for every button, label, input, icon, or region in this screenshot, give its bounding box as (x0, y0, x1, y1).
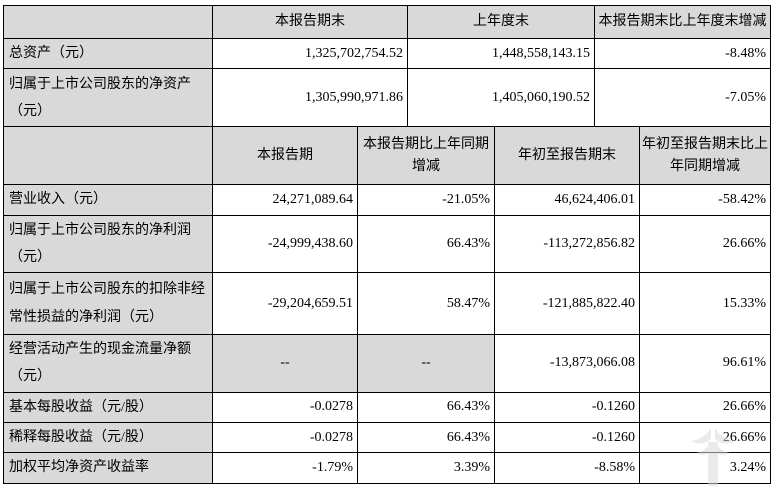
value-cell: 26.66% (639, 422, 771, 454)
value-cell: 3.39% (357, 452, 495, 484)
not-applicable-cell: -- (357, 334, 495, 393)
header-corner-cell (3, 5, 213, 39)
balance-summary-table: 本报告期末 上年度末 本报告期末比上年度末增减 总资产（元） 1,325,702,754… (3, 5, 771, 128)
value-cell: 46,624,406.01 (494, 184, 640, 216)
table-row: 归属于上市公司股东的净资产（元） 1,305,990,971.86 1,405,06… (3, 68, 771, 128)
header-corner-cell (3, 126, 213, 186)
header-row: 本报告期 本报告期比上年同期增减 年初至报告期末 年初至报告期末比上年同期增减 (3, 126, 771, 186)
row-label-cell: 加权平均净资产收益率 (3, 452, 213, 484)
column-header-cell: 本报告期 (212, 126, 358, 186)
value-cell: -8.58% (494, 452, 640, 484)
column-header-cell: 年初至报告期末 (494, 126, 640, 186)
value-cell: -0.0278 (212, 422, 358, 454)
value-cell: -0.0278 (212, 391, 358, 424)
value-cell: -58.42% (639, 184, 771, 216)
value-cell: 24,271,089.64 (212, 184, 358, 216)
value-cell: 66.43% (357, 422, 495, 454)
row-label-cell: 稀释每股收益（元/股） (3, 422, 213, 454)
not-applicable-cell: -- (212, 334, 358, 393)
value-cell: -1.79% (212, 452, 358, 484)
value-cell: 3.24% (639, 452, 771, 484)
row-label-cell: 营业收入（元） (3, 184, 213, 216)
table-row: 归属于上市公司股东的净利润（元） -24,999,438.60 66.43% -113… (3, 214, 771, 274)
row-label-cell: 基本每股收益（元/股） (3, 391, 213, 424)
value-cell: -13,873,066.08 (494, 334, 640, 393)
column-header-cell: 本报告期末比上年度末增减 (594, 5, 771, 39)
value-cell: -8.48% (594, 37, 771, 70)
value-cell: -0.1260 (494, 391, 640, 424)
value-cell: -121,885,822.40 (494, 272, 640, 336)
table-row: 总资产（元） 1,325,702,754.52 1,448,558,143.15 -8… (3, 37, 771, 70)
column-header-cell: 本报告期末 (212, 5, 408, 39)
value-cell: -113,272,856.82 (494, 214, 640, 274)
row-label-cell: 经营活动产生的现金流量净额（元） (3, 334, 213, 393)
row-label-cell: 总资产（元） (3, 37, 213, 70)
row-label-cell: 归属于上市公司股东的扣除非经常性损益的净利润（元） (3, 272, 213, 336)
value-cell: 96.61% (639, 334, 771, 393)
value-cell: 66.43% (357, 391, 495, 424)
value-cell: -0.1260 (494, 422, 640, 454)
value-cell: -24,999,438.60 (212, 214, 358, 274)
table-row: 加权平均净资产收益率 -1.79% 3.39% -8.58% 3.24% (3, 452, 771, 484)
table-row: 营业收入（元） 24,271,089.64 -21.05% 46,624,406.01… (3, 184, 771, 216)
value-cell: 1,325,702,754.52 (212, 37, 408, 70)
table-row: 稀释每股收益（元/股） -0.0278 66.43% -0.1260 26.66% (3, 422, 771, 454)
table-row: 基本每股收益（元/股） -0.0278 66.43% -0.1260 26.66% (3, 391, 771, 424)
value-cell: -7.05% (594, 68, 771, 128)
table-row: 归属于上市公司股东的扣除非经常性损益的净利润（元） -29,204,659.51 5… (3, 272, 771, 336)
value-cell: 1,305,990,971.86 (212, 68, 408, 128)
value-cell: 66.43% (357, 214, 495, 274)
value-cell: 1,405,060,190.52 (407, 68, 595, 128)
value-cell: 1,448,558,143.15 (407, 37, 595, 70)
income-summary-table: 本报告期 本报告期比上年同期增减 年初至报告期末 年初至报告期末比上年同期增减 营业收入… (3, 126, 771, 484)
value-cell: -21.05% (357, 184, 495, 216)
value-cell: -29,204,659.51 (212, 272, 358, 336)
value-cell: 15.33% (639, 272, 771, 336)
table-row: 经营活动产生的现金流量净额（元） -- -- -13,873,066.08 96.61% (3, 334, 771, 393)
value-cell: 26.66% (639, 214, 771, 274)
column-header-cell: 本报告期比上年同期增减 (357, 126, 495, 186)
row-label-cell: 归属于上市公司股东的净利润（元） (3, 214, 213, 274)
value-cell: 26.66% (639, 391, 771, 424)
column-header-cell: 上年度末 (407, 5, 595, 39)
column-header-cell: 年初至报告期末比上年同期增减 (639, 126, 771, 186)
header-row: 本报告期末 上年度末 本报告期末比上年度末增减 (3, 5, 771, 39)
row-label-cell: 归属于上市公司股东的净资产（元） (3, 68, 213, 128)
value-cell: 58.47% (357, 272, 495, 336)
